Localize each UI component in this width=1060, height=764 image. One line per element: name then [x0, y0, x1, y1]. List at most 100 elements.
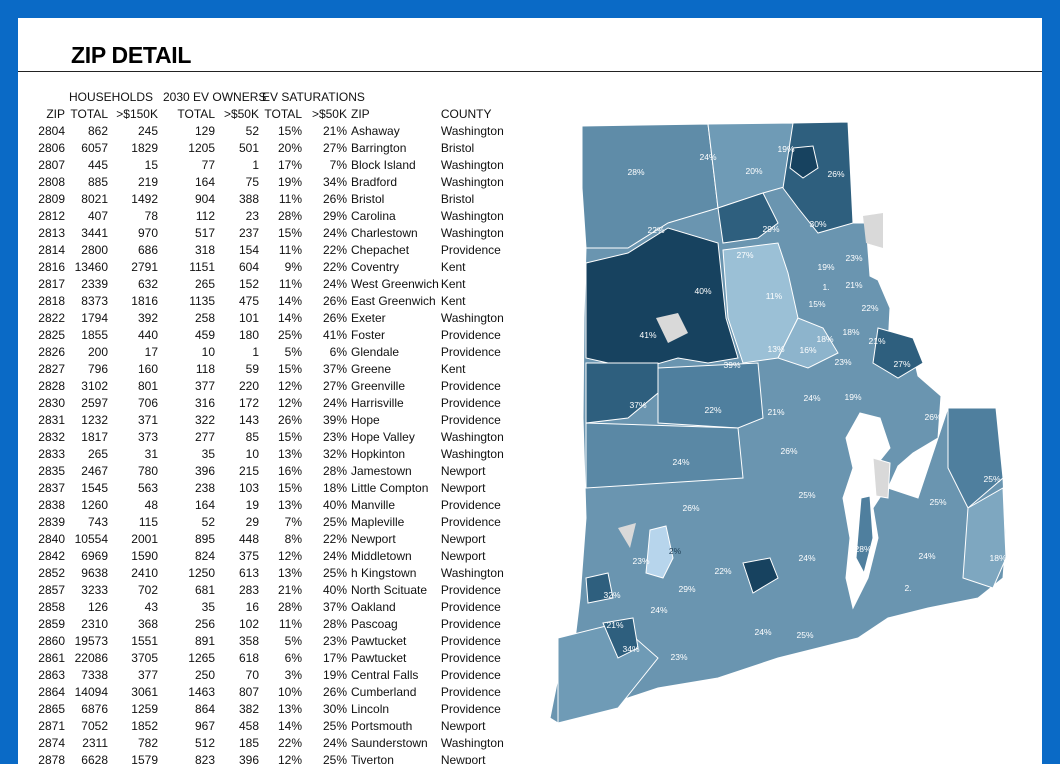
map-label: 30%	[809, 219, 826, 229]
table-cell: 35	[201, 447, 215, 461]
map-label: 24%	[803, 393, 820, 403]
table-cell: 407	[87, 209, 108, 223]
map-label: 24%	[650, 605, 667, 615]
table-cell: 35	[201, 600, 215, 614]
map-label: 21%	[845, 280, 862, 290]
map-region-mid-center	[657, 362, 764, 429]
map-label: 1.	[876, 247, 883, 257]
table-cell: 26%	[322, 294, 347, 308]
table-cell: 7%	[329, 158, 347, 172]
table-cell: 11%	[278, 192, 302, 206]
map-label: 19%	[817, 262, 834, 272]
table-cell: 796	[87, 362, 108, 376]
table-row: 2860 19573 1551 891 358 5% 23% Pawtucket Provide…	[18, 633, 521, 650]
ev-owners-group-header: 2030 EV OWNERS	[163, 90, 267, 104]
table-cell: 52	[201, 515, 215, 529]
table-cell: 164	[194, 175, 215, 189]
table-cell: 2807	[38, 158, 65, 172]
table-cell: 1135	[189, 294, 215, 308]
table-cell: 245	[137, 124, 158, 138]
table-cell: 219	[137, 175, 158, 189]
map-label: 21%	[767, 407, 784, 417]
map-label: 1.	[822, 282, 829, 292]
table-cell: Newport	[440, 464, 486, 478]
table-row: 2874 2311 782 512 185 22% 24% Saunderstown Washi…	[18, 735, 521, 752]
map-region-darkest-small	[789, 145, 819, 179]
table-cell: 371	[137, 413, 158, 427]
table-cell: 885	[87, 175, 108, 189]
table-cell: 25%	[322, 719, 347, 733]
table-row: 2807 445 15 77 1 17% 7% Block Island Washington	[18, 157, 521, 174]
table-cell: 823	[194, 753, 215, 764]
col-header: TOTAL	[177, 107, 215, 121]
col-header: >$50K	[311, 107, 347, 121]
table-cell: 75	[245, 175, 259, 189]
table-cell: 780	[137, 464, 158, 478]
table-cell: 2837	[38, 481, 65, 495]
table-cell: 22%	[322, 532, 347, 546]
table-cell: 318	[194, 243, 215, 257]
table-cell: 1463	[188, 685, 215, 699]
table-cell: 475	[238, 294, 259, 308]
map-region-dark-southwest	[585, 362, 659, 424]
table-cell: 6876	[81, 702, 108, 716]
table-cell: Tiverton	[351, 753, 394, 764]
table-cell: 11%	[278, 243, 302, 257]
table-cell: 358	[238, 634, 259, 648]
map-label: 13%	[767, 344, 784, 354]
table-cell: Newport	[440, 753, 486, 764]
table-cell: Kent	[440, 362, 466, 376]
table-cell: 8021	[81, 192, 108, 206]
table-cell: 21%	[322, 124, 347, 138]
table-row: 2809 8021 1492 904 388 11% 26% Bristol Bristol	[18, 191, 521, 208]
map-label: 27%	[736, 250, 753, 260]
table-cell: 103	[238, 481, 259, 495]
table-cell: 14%	[277, 294, 302, 308]
table-cell: 377	[137, 668, 158, 682]
table-cell: Bristol	[440, 192, 475, 206]
table-cell: 2826	[38, 345, 65, 359]
table-cell: 2814	[38, 243, 65, 257]
map-label: 24%	[699, 152, 716, 162]
table-cell: 17	[144, 345, 158, 359]
table-cell: 2863	[38, 668, 65, 682]
map-label: 2%	[669, 546, 682, 556]
table-cell: 24%	[322, 396, 347, 410]
table-cell: 2861	[38, 651, 65, 665]
table-cell: 17%	[277, 158, 302, 172]
table-cell: Hopkinton	[351, 447, 406, 461]
table-cell: 2310	[81, 617, 108, 631]
table-cell: 26%	[277, 413, 302, 427]
col-header: COUNTY	[440, 107, 492, 121]
table-cell: 3705	[131, 651, 158, 665]
table-cell: 25%	[322, 753, 347, 764]
table-cell: 2874	[38, 736, 65, 750]
table-cell: 681	[194, 583, 215, 597]
table-cell: 862	[87, 124, 108, 138]
table-cell: Providence	[440, 668, 501, 682]
table-cell: 1	[252, 345, 259, 359]
table-cell: 512	[194, 736, 215, 750]
table-cell: Washington	[440, 124, 504, 138]
table-cell: 22%	[322, 260, 347, 274]
table-cell: 28%	[322, 617, 347, 631]
table-cell: 7052	[81, 719, 108, 733]
map-label: 34%	[622, 644, 639, 654]
map-label: 24%	[798, 553, 815, 563]
table-cell: 15%	[277, 226, 302, 240]
table-cell: Little Compton	[351, 481, 429, 495]
table-cell: 25%	[322, 566, 347, 580]
table-cell: 632	[137, 277, 158, 291]
table-cell: 13%	[277, 566, 302, 580]
table-cell: 2838	[38, 498, 65, 512]
table-cell: 15%	[277, 124, 302, 138]
table-cell: 743	[87, 515, 108, 529]
gray-patch-c	[618, 523, 636, 548]
table-cell: Charlestown	[351, 226, 418, 240]
map-label: 23%	[670, 652, 687, 662]
table-cell: 2842	[38, 549, 65, 563]
table-row: 2816 13460 2791 1151 604 9% 22% Coventry Kent	[18, 259, 521, 276]
table-cell: 2597	[81, 396, 108, 410]
table-cell: 258	[194, 311, 215, 325]
table-cell: 23	[245, 209, 259, 223]
